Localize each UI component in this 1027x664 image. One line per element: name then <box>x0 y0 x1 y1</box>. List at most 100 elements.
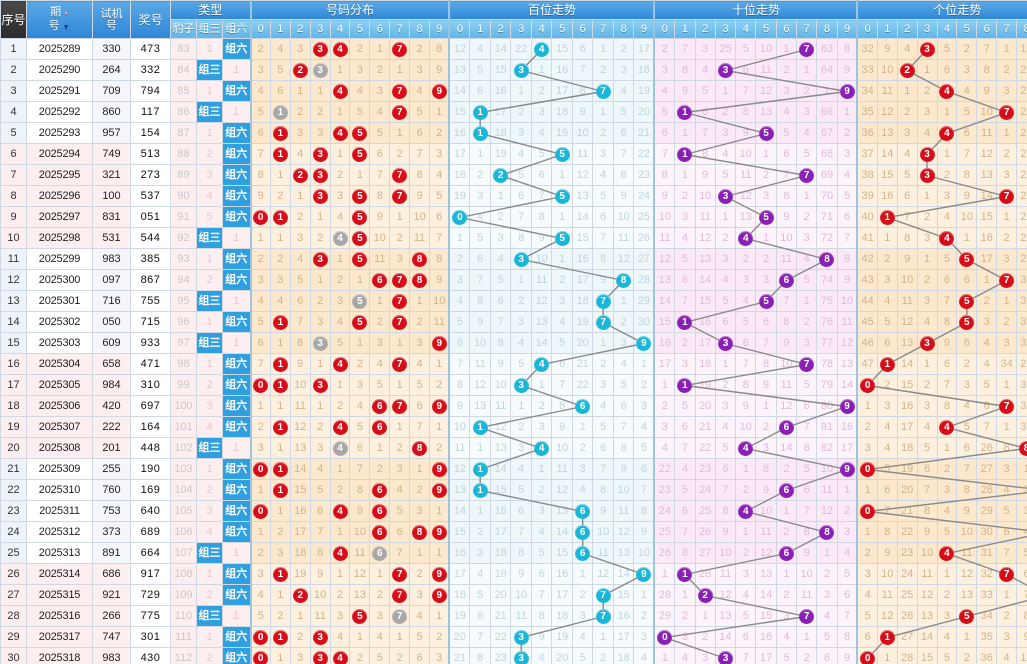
header-dist-digit-8[interactable]: 8 <box>409 19 431 39</box>
header-type-sub-2[interactable]: 组六 <box>221 19 252 39</box>
row-issue[interactable]: 2025295 <box>26 164 93 186</box>
table-row[interactable]: 17 2025305 984 310 99 2 组六 0 1 10 3 1 3 5 1 5 2 8 12 10 3 1 7 2… <box>0 374 1027 396</box>
table-row[interactable]: 2 2025290 264 332 84 组三 1 3 5 2 3 1 3 2 1 3 9 13 5 15 3 1 16 7 2… <box>0 59 1027 81</box>
header-ge-digit-3[interactable]: 3 <box>916 19 938 39</box>
header-award-number[interactable]: 奖号 <box>130 0 171 39</box>
table-row[interactable]: 21 2025309 255 190 103 1 组六 0 1 14 4 1 7 2 3 1 9 12 1 14 4 1 1… <box>0 458 1027 480</box>
table-row[interactable]: 6 2025294 749 513 88 2 组六 7 1 4 3 1 5 6 2 7 3 17 1 19 4 5 5 11 3… <box>0 143 1027 165</box>
row-issue[interactable]: 2025318 <box>26 647 93 664</box>
row-issue[interactable]: 2025291 <box>26 80 93 102</box>
table-row[interactable]: 8 2025296 100 537 90 4 组六 9 2 1 3 3 5 8 7 9 5 19 3 1 6 7 5 13 5 9… <box>0 185 1027 207</box>
header-shi-digit-6[interactable]: 6 <box>775 19 798 39</box>
row-issue[interactable]: 2025289 <box>26 38 93 60</box>
table-row[interactable]: 18 2025306 420 697 100 3 组六 1 1 11 1 2 4 6 7 6 9 9 13 11 1 2 8… <box>0 395 1027 417</box>
row-issue[interactable]: 2025315 <box>26 584 93 606</box>
row-award-number[interactable]: 164 <box>130 416 171 438</box>
row-issue[interactable]: 2025305 <box>26 374 93 396</box>
row-award-number[interactable]: 867 <box>130 269 171 291</box>
header-shi-digit-3[interactable]: 3 <box>714 19 737 39</box>
row-issue[interactable]: 2025300 <box>26 269 93 291</box>
header-bai-digit-7[interactable]: 7 <box>592 19 614 39</box>
table-row[interactable]: 24 2025312 373 689 106 4 组六 1 2 17 7 1 10 6 6 8 9 15 2 17 7 4… <box>0 521 1027 543</box>
header-ge-digit-7[interactable]: 7 <box>996 19 1018 39</box>
table-row[interactable]: 23 2025311 753 640 105 3 组六 0 1 16 6 4 9 6 5 3 1 14 1 16 6 3 1… <box>0 500 1027 522</box>
sort-asc-icon[interactable]: ♦ <box>64 9 69 17</box>
row-issue[interactable]: 2025290 <box>26 59 93 81</box>
row-issue[interactable]: 2025299 <box>26 248 93 270</box>
table-row[interactable]: 25 2025313 891 664 107 组三 1 2 3 18 8 4 11 6 7 1 1 16 3 18 8 5… <box>0 542 1027 564</box>
row-award-number[interactable]: 689 <box>130 521 171 543</box>
row-issue[interactable]: 2025297 <box>26 206 93 228</box>
row-issue[interactable]: 2025313 <box>26 542 93 564</box>
row-issue[interactable]: 2025292 <box>26 101 93 123</box>
row-issue[interactable]: 2025306 <box>26 395 93 417</box>
table-row[interactable]: 28 2025316 266 775 110 组三 1 5 2 1 11 3 5 3 7 4 1 19 6 21 11 8… <box>0 605 1027 627</box>
row-issue[interactable]: 2025302 <box>26 311 93 333</box>
table-row[interactable]: 10 2025298 531 544 92 组三 1 1 1 3 2 4 5 10 2 11 7 1 5 3 8 9 5 15… <box>0 227 1027 249</box>
header-dist-digit-1[interactable]: 1 <box>269 19 291 39</box>
row-award-number[interactable]: 448 <box>130 437 171 459</box>
row-issue[interactable]: 2025303 <box>26 332 93 354</box>
row-issue[interactable]: 2025307 <box>26 416 93 438</box>
row-award-number[interactable]: 794 <box>130 80 171 102</box>
row-issue[interactable]: 2025301 <box>26 290 93 312</box>
table-row[interactable]: 19 2025307 222 164 101 4 组六 2 1 12 2 4 5 6 1 7 1 10 1 12 2 3 9… <box>0 416 1027 438</box>
row-award-number[interactable]: 190 <box>130 458 171 480</box>
table-row[interactable]: 5 2025293 957 154 87 1 组六 6 1 3 3 4 5 5 1 6 2 16 1 18 3 4 19 10… <box>0 122 1027 144</box>
header-ge-digit-0[interactable]: 0 <box>856 19 878 39</box>
table-row[interactable]: 15 2025303 609 933 97 组三 1 6 1 8 3 5 1 3 1 3 9 6 10 8 4 14 5 20… <box>0 332 1027 354</box>
header-type-sub-1[interactable]: 组三 <box>196 19 223 39</box>
table-row[interactable]: 22 2025310 760 169 104 2 组六 1 1 15 5 2 8 6 4 2 9 13 1 15 5 2 1… <box>0 479 1027 501</box>
row-award-number[interactable]: 537 <box>130 185 171 207</box>
table-row[interactable]: 7 2025295 321 273 89 3 组六 8 1 2 3 2 1 7 7 8 4 18 2 2 5 6 1 12 4 8… <box>0 164 1027 186</box>
header-dist-digit-6[interactable]: 6 <box>369 19 391 39</box>
row-issue[interactable]: 2025308 <box>26 437 93 459</box>
header-dist-digit-5[interactable]: 5 <box>349 19 371 39</box>
row-issue[interactable]: 2025298 <box>26 227 93 249</box>
header-ge-digit-1[interactable]: 1 <box>876 19 898 39</box>
header-dist-digit-2[interactable]: 2 <box>289 19 311 39</box>
row-award-number[interactable]: 729 <box>130 584 171 606</box>
header-bai-digit-5[interactable]: 5 <box>551 19 573 39</box>
row-award-number[interactable]: 310 <box>130 374 171 396</box>
header-dist-digit-4[interactable]: 4 <box>329 19 351 39</box>
row-award-number[interactable]: 933 <box>130 332 171 354</box>
row-issue[interactable]: 2025304 <box>26 353 93 375</box>
header-bai-digit-1[interactable]: 1 <box>469 19 491 39</box>
header-bai-digit-0[interactable]: 0 <box>448 19 471 39</box>
row-award-number[interactable]: 154 <box>130 122 171 144</box>
row-award-number[interactable]: 775 <box>130 605 171 627</box>
header-dist-digit-7[interactable]: 7 <box>389 19 411 39</box>
header-bai-digit-9[interactable]: 9 <box>633 19 655 39</box>
row-award-number[interactable]: 301 <box>130 626 171 648</box>
header-ge-digit-5[interactable]: 5 <box>956 19 978 39</box>
header-bai-digit-2[interactable]: 2 <box>489 19 512 39</box>
row-issue[interactable]: 2025310 <box>26 479 93 501</box>
header-ge-digit-8[interactable]: 8 <box>1016 19 1027 39</box>
header-try-number[interactable]: 试机 号 <box>92 0 131 39</box>
row-award-number[interactable]: 273 <box>130 164 171 186</box>
header-shi-digit-1[interactable]: 1 <box>674 19 696 39</box>
table-row[interactable]: 1 2025289 330 473 83 1 组六 2 4 3 3 4 2 1 7 2 8 12 4 14 22 4 15 6… <box>0 38 1027 60</box>
table-row[interactable]: 27 2025315 921 729 109 2 组六 4 1 2 10 2 13 2 7 3 9 18 5 20 10… <box>0 584 1027 606</box>
row-award-number[interactable]: 332 <box>130 59 171 81</box>
table-row[interactable]: 4 2025292 860 117 86 组三 1 5 1 2 2 1 5 4 7 5 1 15 1 17 2 3 18 9 1… <box>0 101 1027 123</box>
header-ge-digit-4[interactable]: 4 <box>936 19 958 39</box>
table-row[interactable]: 26 2025314 686 917 108 1 组六 3 1 19 9 1 12 1 7 2 9 17 4 19 9 6… <box>0 563 1027 585</box>
row-award-number[interactable]: 544 <box>130 227 171 249</box>
row-award-number[interactable]: 430 <box>130 647 171 664</box>
sort-desc-icon[interactable]: ▼ <box>62 23 71 31</box>
table-row[interactable]: 29 2025317 747 301 111 1 组六 0 1 2 3 4 1 4 1 5 2 20 7 22 3 9 19… <box>0 626 1027 648</box>
header-ge-digit-6[interactable]: 6 <box>976 19 998 39</box>
row-award-number[interactable]: 697 <box>130 395 171 417</box>
header-shi-digit-9[interactable]: 9 <box>836 19 858 39</box>
row-award-number[interactable]: 755 <box>130 290 171 312</box>
header-bai-digit-6[interactable]: 6 <box>571 19 594 39</box>
header-shi-digit-8[interactable]: 8 <box>816 19 838 39</box>
table-row[interactable]: 13 2025301 716 755 95 组三 1 4 4 6 2 3 5 1 7 1 10 4 8 6 2 12 3 18… <box>0 290 1027 312</box>
row-issue[interactable]: 2025317 <box>26 626 93 648</box>
table-row[interactable]: 20 2025308 201 448 102 组三 1 3 1 13 3 4 6 1 2 8 2 11 1 13 3 4 1… <box>0 437 1027 459</box>
table-row[interactable]: 3 2025291 709 794 85 1 组六 4 6 1 1 4 4 3 7 4 9 14 6 16 1 2 17 8 7… <box>0 80 1027 102</box>
header-dist-digit-3[interactable]: 3 <box>309 19 331 39</box>
row-award-number[interactable]: 640 <box>130 500 171 522</box>
